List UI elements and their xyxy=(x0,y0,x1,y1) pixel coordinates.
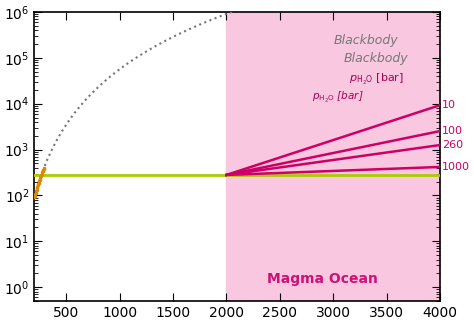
Text: 1000: 1000 xyxy=(442,162,470,172)
Bar xyxy=(227,12,440,301)
Text: 100: 100 xyxy=(442,126,463,136)
Text: $p_{\rm H_2O}$ [bar]: $p_{\rm H_2O}$ [bar] xyxy=(312,90,364,105)
Text: Magma Ocean: Magma Ocean xyxy=(267,272,378,286)
Text: Blackbody: Blackbody xyxy=(333,34,398,47)
Text: Blackbody: Blackbody xyxy=(344,52,409,65)
Text: 260: 260 xyxy=(442,140,463,150)
Text: 10: 10 xyxy=(442,100,456,110)
Text: $p_{\rm H_2O}$ [bar]: $p_{\rm H_2O}$ [bar] xyxy=(349,72,404,87)
